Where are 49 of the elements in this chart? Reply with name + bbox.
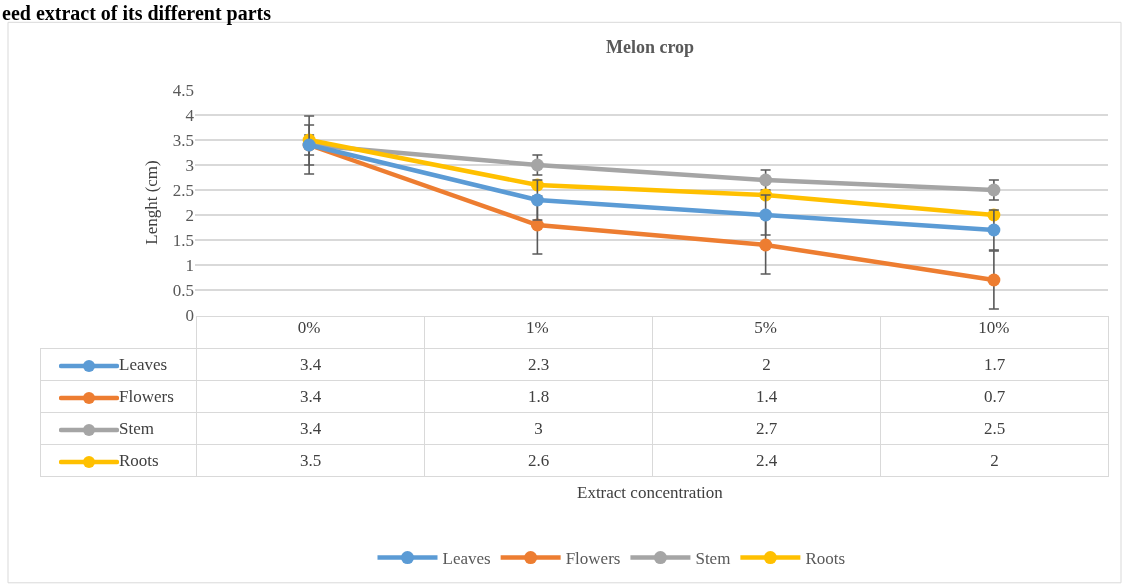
text: eed extract of its different parts [2, 2, 272, 25]
y-tick-label: 0.5 [172, 280, 194, 300]
point [759, 173, 773, 187]
chart-title: Melon crop [605, 37, 695, 58]
point [759, 208, 773, 222]
y-tick-label: 2 [185, 205, 194, 225]
y-tick-label: 3.5 [172, 130, 194, 150]
text: Flowers [565, 549, 621, 569]
data-label: 2 [652, 348, 881, 381]
x-tick-label: 0% [297, 318, 321, 337]
x-tick-label: 5% [754, 318, 777, 337]
y-axis-title: Lenght (cm) [142, 160, 162, 245]
data-label: 0.7 [880, 380, 1109, 413]
data-label: 2.3 [424, 348, 653, 381]
data-label: 2.6 [424, 444, 653, 477]
y-tick-label: 2.5 [172, 180, 194, 200]
point [530, 193, 544, 207]
y-tick-label: 1 [185, 255, 194, 275]
y-tick-label: 0 [185, 305, 194, 325]
legend-label: Flowers [119, 386, 174, 406]
data-label: 2.4 [652, 444, 881, 477]
data-label: 3.4 [196, 380, 425, 413]
point [987, 183, 1001, 197]
y-tick-label: 4.5 [172, 80, 194, 100]
text: Leaves [442, 549, 491, 569]
text: Extract concentration [577, 483, 724, 502]
text: Stem [695, 549, 731, 569]
data-label: 2 [880, 444, 1109, 477]
text: Roots [805, 549, 846, 569]
data-label: 3 [424, 412, 653, 445]
y-tick-label: 3 [185, 155, 194, 175]
data-label: 1.7 [880, 348, 1109, 381]
data-label: 2.7 [652, 412, 881, 445]
x-tick-label: 1% [526, 318, 549, 337]
data-label: 2.5 [880, 412, 1109, 445]
point [759, 238, 773, 252]
point [530, 158, 544, 172]
legend-label: Roots [119, 450, 159, 470]
data-label: 1.8 [424, 380, 653, 413]
legend-label: Leaves [119, 354, 168, 374]
x-tick-label: 10% [978, 318, 1010, 337]
data-label: 3.4 [196, 412, 425, 445]
data-label: 1.4 [652, 380, 881, 413]
y-tick-label: 1.5 [172, 230, 194, 250]
data-label: 3.4 [196, 348, 425, 381]
legend-label: Stem [119, 418, 154, 438]
point [987, 223, 1001, 237]
y-tick-label: 4 [185, 105, 195, 125]
point [987, 273, 1001, 287]
